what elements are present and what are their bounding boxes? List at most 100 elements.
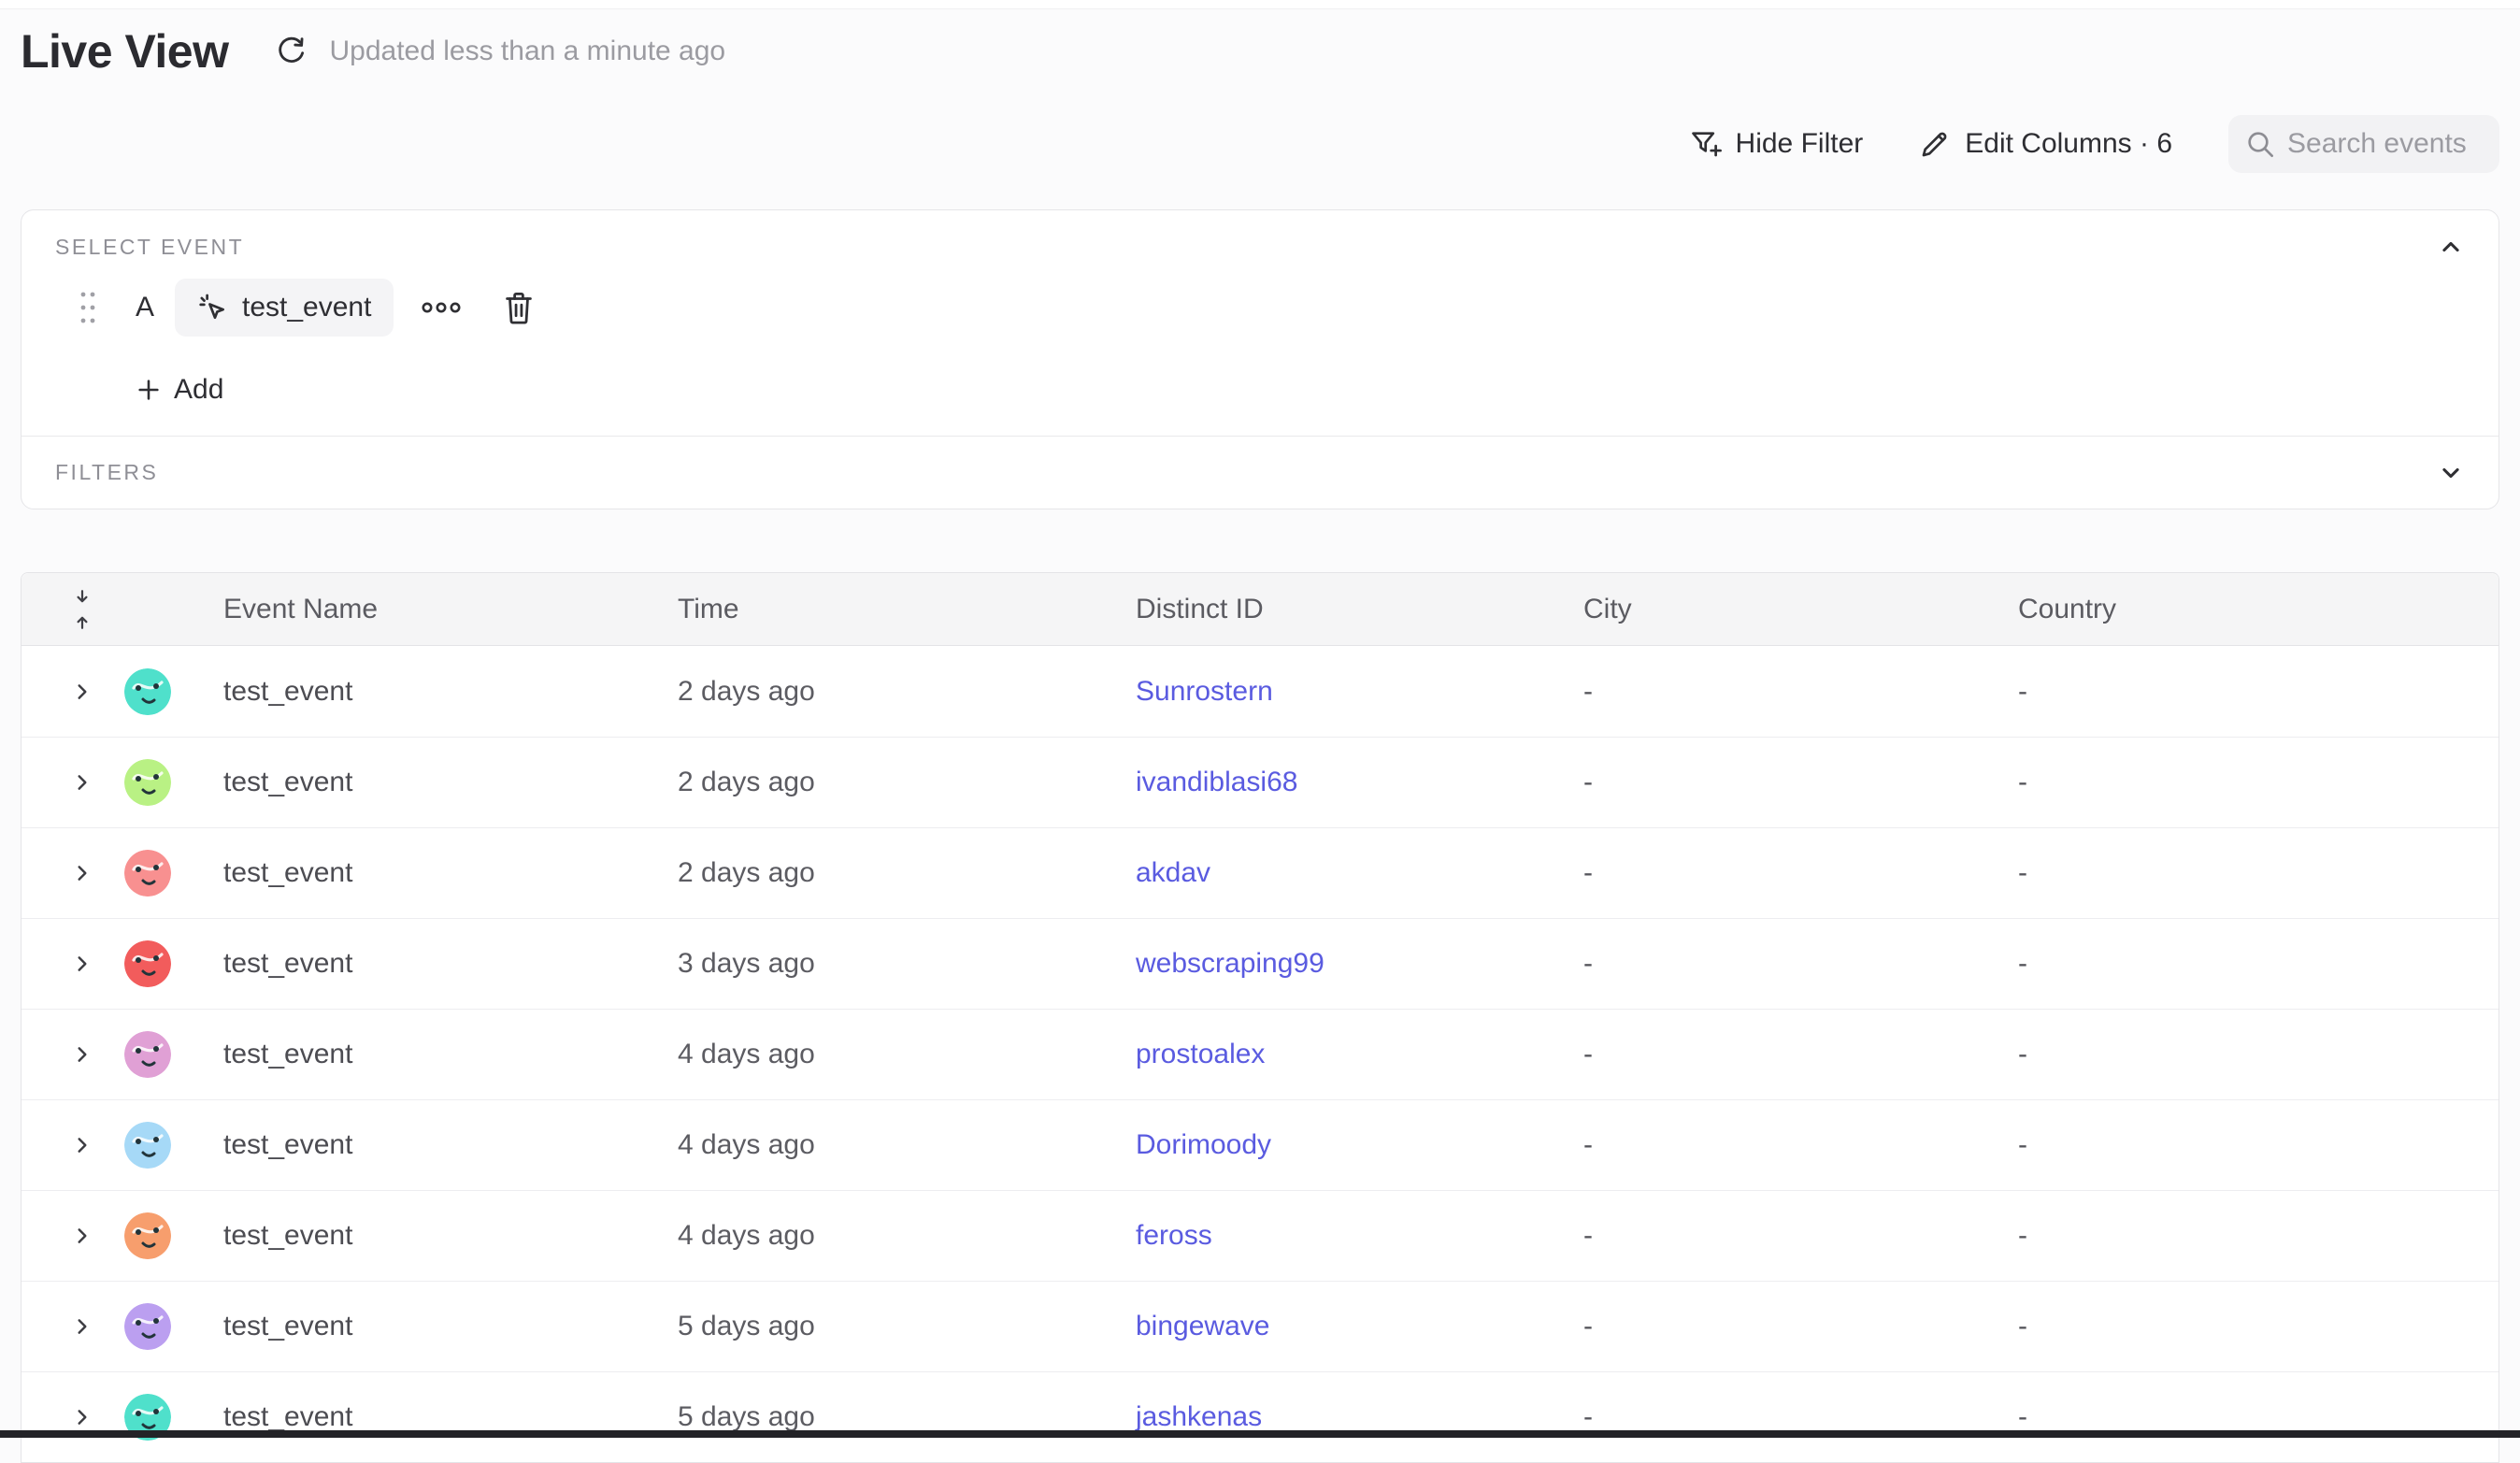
city-cell: - xyxy=(1583,857,1593,888)
distinct-id-link[interactable]: bingewave xyxy=(1136,1311,1270,1341)
chevron-right-icon xyxy=(78,1228,87,1243)
avatar[interactable] xyxy=(124,1031,171,1078)
distinct-id-cell: webscraping99 xyxy=(1117,948,1565,980)
avatar[interactable] xyxy=(124,1212,171,1259)
expand-row-button[interactable] xyxy=(21,681,115,702)
table-row[interactable]: test_event 2 days ago akdav - - xyxy=(21,827,2499,918)
hide-filter-button[interactable]: Hide Filter xyxy=(1690,128,1863,160)
expand-row-button[interactable] xyxy=(21,1407,115,1427)
query-builder-panel: SELECT EVENT A test_event xyxy=(21,209,2499,509)
refresh-icon xyxy=(279,36,305,63)
cursor-click-icon xyxy=(199,294,224,320)
expand-row-button[interactable] xyxy=(21,1044,115,1065)
distinct-id-cell: feross xyxy=(1117,1220,1565,1252)
table-row[interactable]: test_event 2 days ago Sunrostern - - xyxy=(21,646,2499,737)
time-cell: 2 days ago xyxy=(678,857,815,888)
distinct-id-cell: jashkenas xyxy=(1117,1401,1565,1433)
search-input[interactable] xyxy=(2287,128,2483,160)
distinct-id-link[interactable]: akdav xyxy=(1136,857,1211,888)
edit-columns-button[interactable]: Edit Columns · 6 xyxy=(1919,128,2172,160)
event-name-cell: test_event xyxy=(223,1220,353,1251)
avatar[interactable] xyxy=(124,667,171,715)
avatar-cell xyxy=(115,759,205,806)
avatar[interactable] xyxy=(124,850,171,896)
table-row[interactable]: test_event 2 days ago ivandiblasi68 - - xyxy=(21,737,2499,827)
events-table: Event Name Time Distinct ID City Country… xyxy=(21,572,2499,1463)
country-cell: - xyxy=(2018,1311,2027,1341)
distinct-id-link[interactable]: Dorimoody xyxy=(1136,1129,1272,1160)
time-cell: 2 days ago xyxy=(678,767,815,797)
chevron-right-icon xyxy=(78,1319,87,1334)
table-header-row: Event Name Time Distinct ID City Country xyxy=(21,573,2499,646)
table-row[interactable]: test_event 4 days ago Dorimoody - - xyxy=(21,1099,2499,1190)
avatar[interactable] xyxy=(124,1394,171,1441)
distinct-id-link[interactable]: Sunrostern xyxy=(1136,675,1273,707)
column-header-time[interactable]: Time xyxy=(678,593,739,624)
column-header-country[interactable]: Country xyxy=(2018,593,2117,624)
collapse-rows-icon xyxy=(77,589,88,629)
expand-row-button[interactable] xyxy=(21,1135,115,1155)
column-header-distinct-id[interactable]: Distinct ID xyxy=(1136,593,1264,624)
table-row[interactable]: test_event 3 days ago webscraping99 - - xyxy=(21,918,2499,1009)
avatar[interactable] xyxy=(124,1303,171,1350)
top-edge-divider xyxy=(0,0,2520,9)
time-cell: 4 days ago xyxy=(678,1129,815,1160)
chevron-up-icon xyxy=(2442,241,2459,252)
add-event-button[interactable]: Add xyxy=(136,374,223,406)
distinct-id-link[interactable]: jashkenas xyxy=(1136,1401,1263,1432)
city-cell: - xyxy=(1583,1401,1593,1432)
avatar[interactable] xyxy=(124,1122,171,1169)
city-cell: - xyxy=(1583,948,1593,979)
event-name-cell: test_event xyxy=(223,1039,353,1069)
toolbar: Hide Filter Edit Columns · 6 xyxy=(1690,114,2499,174)
avatar-cell xyxy=(115,1303,205,1350)
country-cell: - xyxy=(2018,1129,2027,1160)
expand-row-button[interactable] xyxy=(21,863,115,883)
avatar[interactable] xyxy=(124,759,171,806)
column-header-event-name[interactable]: Event Name xyxy=(223,593,379,624)
search-box[interactable] xyxy=(2228,115,2499,173)
distinct-id-link[interactable]: webscraping99 xyxy=(1136,948,1324,979)
chevron-down-icon xyxy=(2442,467,2459,479)
distinct-id-link[interactable]: ivandiblasi68 xyxy=(1136,767,1298,797)
more-options-button[interactable] xyxy=(420,299,463,316)
avatar[interactable] xyxy=(124,940,171,987)
collapse-section-button[interactable] xyxy=(2439,235,2463,259)
table-row[interactable]: test_event 4 days ago prostoalex - - xyxy=(21,1009,2499,1099)
drag-handle[interactable] xyxy=(79,289,96,326)
trash-icon[interactable] xyxy=(502,290,536,325)
collapse-all-button[interactable] xyxy=(21,589,115,630)
time-cell: 5 days ago xyxy=(678,1311,815,1341)
event-name-cell: test_event xyxy=(223,675,353,707)
refresh-button[interactable] xyxy=(275,35,308,68)
column-header-city[interactable]: City xyxy=(1583,593,1632,624)
avatar-cell xyxy=(115,940,205,987)
event-row: A test_event xyxy=(55,279,2465,337)
distinct-id-cell: akdav xyxy=(1117,857,1565,889)
expand-filters-button[interactable] xyxy=(2439,461,2463,485)
distinct-id-link[interactable]: feross xyxy=(1136,1220,1212,1251)
select-event-section: SELECT EVENT A test_event xyxy=(21,210,2499,436)
table-row[interactable]: test_event 5 days ago jashkenas - - xyxy=(21,1371,2499,1462)
table-row[interactable]: test_event 5 days ago bingewave - - xyxy=(21,1281,2499,1371)
expand-row-button[interactable] xyxy=(21,1226,115,1246)
add-label: Add xyxy=(174,374,224,405)
avatar-cell xyxy=(115,667,205,715)
country-cell: - xyxy=(2018,675,2027,707)
distinct-id-link[interactable]: prostoalex xyxy=(1136,1039,1266,1069)
search-icon xyxy=(2248,132,2273,157)
event-name-cell: test_event xyxy=(223,1129,353,1160)
event-selector-chip[interactable]: test_event xyxy=(175,279,394,337)
avatar-cell xyxy=(115,1031,205,1078)
expand-row-button[interactable] xyxy=(21,772,115,793)
city-cell: - xyxy=(1583,1311,1593,1341)
expand-row-button[interactable] xyxy=(21,954,115,974)
event-name-cell: test_event xyxy=(223,948,353,979)
time-cell: 2 days ago xyxy=(678,675,815,707)
expand-row-button[interactable] xyxy=(21,1316,115,1337)
table-row[interactable]: test_event 4 days ago feross - - xyxy=(21,1190,2499,1281)
distinct-id-cell: Sunrostern xyxy=(1117,676,1565,708)
event-name-cell: test_event xyxy=(223,1311,353,1341)
city-cell: - xyxy=(1583,1039,1593,1069)
distinct-id-cell: prostoalex xyxy=(1117,1039,1565,1070)
